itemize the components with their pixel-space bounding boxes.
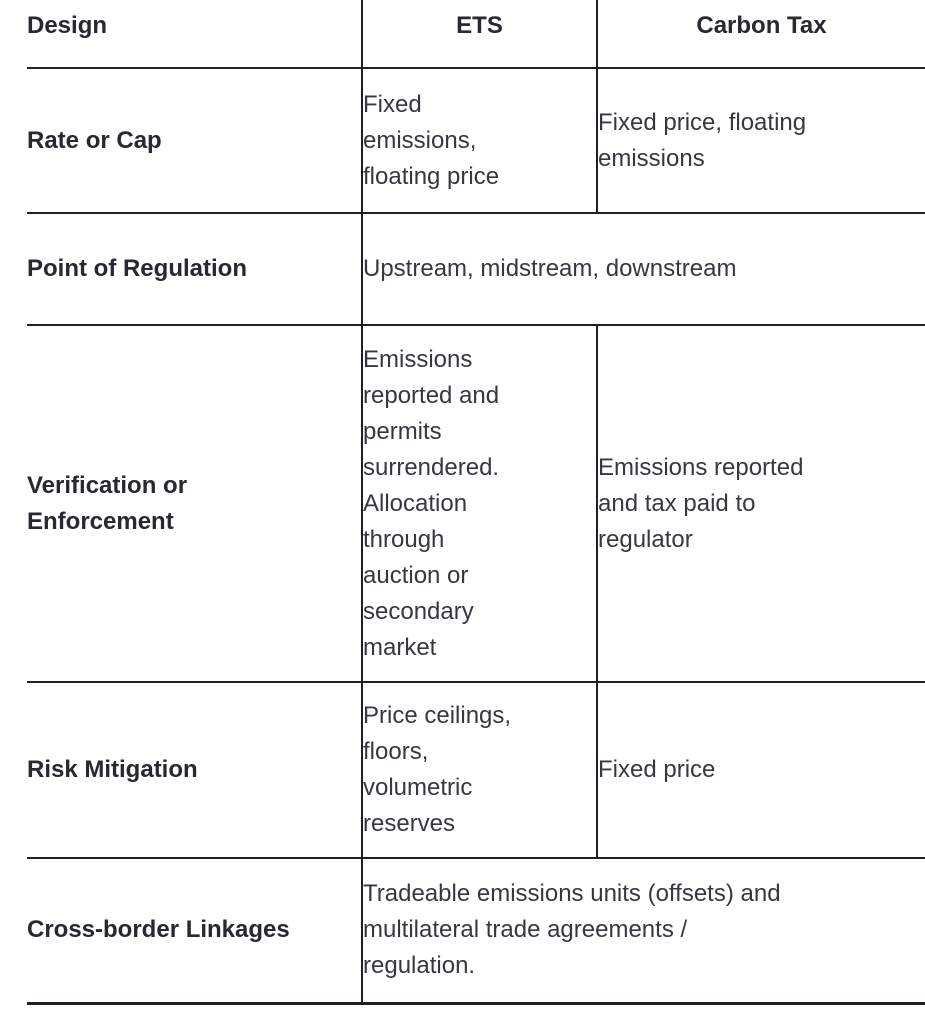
row-label-cross-border-linkages: Cross-border Linkages — [27, 858, 362, 1005]
table-row-risk-mitigation: Risk Mitigation Price ceilings, floors, … — [27, 682, 925, 859]
table-row-point-of-regulation: Point of Regulation Upstream, midstream,… — [27, 213, 925, 326]
row-label-risk-mitigation: Risk Mitigation — [27, 682, 362, 859]
cell-verification-carbon-tax: Emissions reported and tax paid to regul… — [596, 325, 925, 683]
cell-verification-ets: Emissions reported and permits surrender… — [361, 325, 597, 683]
policy-comparison-table-wrap: Design ETS Carbon Tax Rate or Cap Fixed … — [27, 0, 925, 1005]
table-header-row: Design ETS Carbon Tax — [27, 0, 925, 69]
row-label-point-of-regulation: Point of Regulation — [27, 213, 362, 326]
cell-rate-or-cap-carbon-tax: Fixed price, floating emissions — [596, 68, 925, 214]
row-label-rate-or-cap: Rate or Cap — [27, 68, 362, 214]
table-row-verification-or-enforcement: Verification or Enforcement Emissions re… — [27, 325, 925, 683]
cell-point-of-regulation-combined: Upstream, midstream, downstream — [361, 213, 925, 326]
header-cell-carbon-tax: Carbon Tax — [596, 0, 925, 69]
row-label-verification-or-enforcement: Verification or Enforcement — [27, 325, 362, 683]
header-cell-design: Design — [27, 0, 362, 69]
cell-risk-mitigation-carbon-tax: Fixed price — [596, 682, 925, 859]
table-row-rate-or-cap: Rate or Cap Fixed emissions, floating pr… — [27, 68, 925, 214]
table-row-cross-border-linkages: Cross-border Linkages Tradeable emission… — [27, 858, 925, 1005]
ets-vs-carbon-tax-table: Design ETS Carbon Tax Rate or Cap Fixed … — [27, 0, 925, 1005]
cell-cross-border-combined: Tradeable emissions units (offsets) and … — [361, 858, 925, 1005]
cell-rate-or-cap-ets: Fixed emissions, floating price — [361, 68, 597, 214]
cell-risk-mitigation-ets: Price ceilings, floors, volumetric reser… — [361, 682, 597, 859]
header-cell-ets: ETS — [361, 0, 597, 69]
